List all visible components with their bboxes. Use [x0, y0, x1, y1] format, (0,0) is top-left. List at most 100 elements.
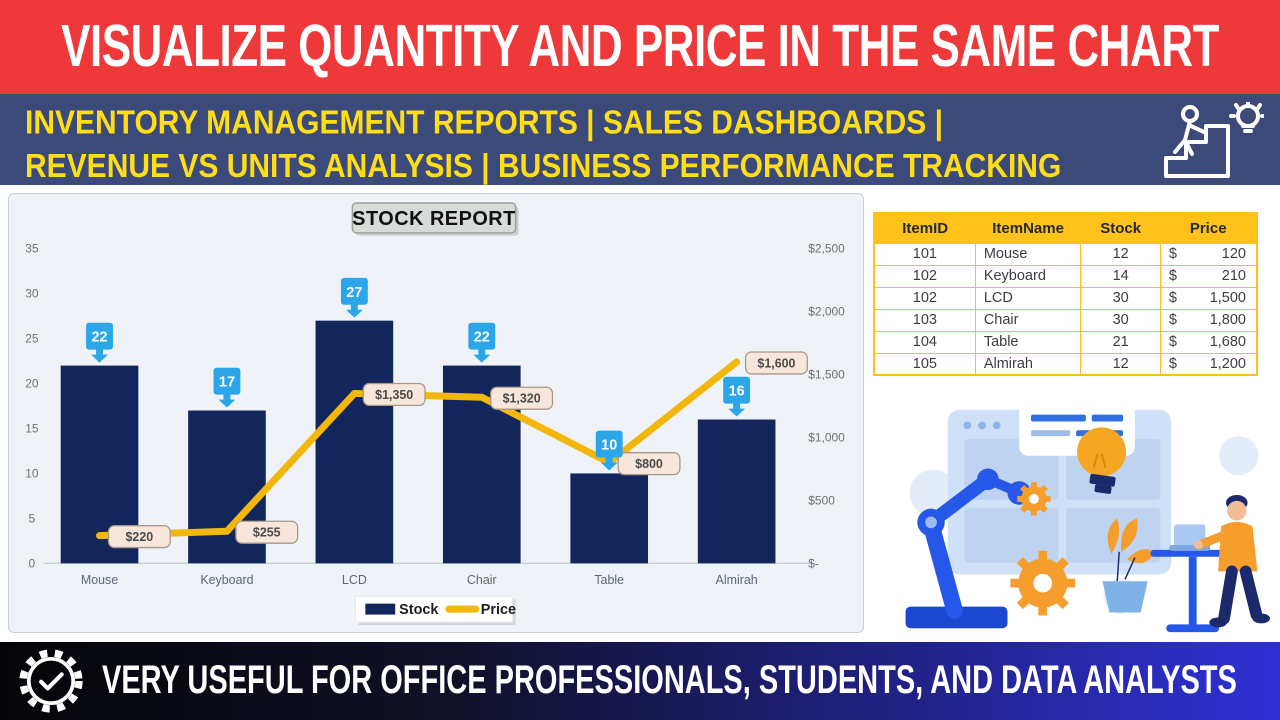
- svg-text:$2,500: $2,500: [808, 242, 845, 256]
- standing-desk-icon: [1150, 524, 1235, 633]
- svg-text:16: 16: [729, 384, 745, 400]
- cell-price: $1,500: [1159, 287, 1258, 310]
- svg-text:22: 22: [474, 330, 490, 346]
- currency-symbol: $: [1168, 268, 1177, 284]
- chart-card: 0 5 10 15 20 25 30 35 $- $500 $1,000 $1,500 $2,000 $2…: [8, 193, 864, 633]
- table-header-row: ItemID ItemName Stock Price: [874, 213, 1257, 244]
- price-value: 1,800: [1209, 312, 1246, 328]
- svg-text:Chair: Chair: [467, 573, 497, 587]
- cell-item-id: 102: [873, 287, 976, 310]
- gear-clock-check-icon: [19, 649, 83, 713]
- svg-text:27: 27: [346, 285, 362, 301]
- header-banner: VISUALIZE QUANTITY AND PRICE IN THE SAME…: [0, 0, 1280, 94]
- cell-item-name: LCD: [974, 287, 1082, 310]
- plant-icon: [1102, 518, 1155, 613]
- subtitle-text: INVENTORY MANAGEMENT REPORTS | SALES DAS…: [25, 101, 1061, 188]
- small-gear-icon: [1017, 482, 1051, 516]
- svg-text:Stock: Stock: [399, 602, 439, 618]
- col-header-itemid: ItemID: [874, 213, 976, 244]
- cell-item-name: Mouse: [974, 243, 1082, 266]
- svg-text:Table: Table: [594, 573, 624, 587]
- footer-banner: VERY USEFUL FOR OFFICE PROFESSIONALS, ST…: [0, 642, 1280, 720]
- price-value: 1,680: [1209, 334, 1246, 350]
- table-row: 103 Chair 30 $1,800: [873, 309, 1258, 332]
- svg-text:$1,500: $1,500: [808, 368, 845, 382]
- svg-text:$800: $800: [635, 457, 663, 471]
- stock-chart: 0 5 10 15 20 25 30 35 $- $500 $1,000 $1,500 $2,000 $2…: [25, 202, 845, 626]
- page-title: VISUALIZE QUANTITY AND PRICE IN THE SAME…: [61, 13, 1219, 80]
- price-value: 120: [1221, 246, 1246, 263]
- cell-item-name: Table: [974, 331, 1082, 354]
- price-value: 1,200: [1209, 355, 1246, 372]
- currency-symbol: $: [1168, 312, 1177, 328]
- svg-text:30: 30: [25, 287, 39, 301]
- stairs-growth-lightbulb-icon: [1164, 102, 1264, 178]
- table-row: 105 Almirah 12 $1,200: [873, 353, 1258, 376]
- price-value: 210: [1221, 268, 1246, 284]
- cell-item-name: Keyboard: [974, 265, 1082, 288]
- svg-text:17: 17: [219, 375, 235, 391]
- svg-text:$220: $220: [126, 530, 154, 544]
- currency-symbol: $: [1168, 334, 1177, 350]
- col-header-price: Price: [1160, 213, 1257, 244]
- cell-item-id: 104: [873, 331, 976, 354]
- lightbulb-icon: [1077, 427, 1127, 494]
- svg-text:10: 10: [601, 438, 617, 454]
- svg-text:25: 25: [25, 332, 39, 346]
- currency-symbol: $: [1168, 246, 1177, 263]
- svg-text:STOCK REPORT: STOCK REPORT: [352, 208, 516, 230]
- price-value: 1,500: [1209, 290, 1246, 306]
- cell-item-name: Chair: [974, 309, 1082, 332]
- currency-symbol: $: [1168, 290, 1177, 306]
- cell-item-id: 103: [873, 309, 976, 332]
- col-header-itemname: ItemName: [975, 213, 1081, 244]
- svg-text:Keyboard: Keyboard: [200, 573, 253, 587]
- cell-price: $120: [1159, 243, 1258, 266]
- svg-text:$2,000: $2,000: [808, 305, 845, 319]
- cell-stock: 14: [1080, 265, 1161, 288]
- table-row: 101 Mouse 12 $120: [873, 243, 1258, 266]
- cell-stock: 12: [1080, 353, 1161, 376]
- cell-item-name: Almirah: [974, 353, 1082, 376]
- svg-text:Mouse: Mouse: [81, 573, 118, 587]
- svg-text:Price: Price: [481, 602, 516, 618]
- subtitle-line-1: INVENTORY MANAGEMENT REPORTS | SALES DAS…: [25, 104, 943, 142]
- subtitle-banner: INVENTORY MANAGEMENT REPORTS | SALES DAS…: [0, 94, 1280, 185]
- table-row: 102 LCD 30 $1,500: [873, 287, 1258, 310]
- cell-price: $1,680: [1159, 331, 1258, 354]
- table-row: 102 Keyboard 14 $210: [873, 265, 1258, 288]
- main-content: 0 5 10 15 20 25 30 35 $- $500 $1,000 $1,500 $2,000 $2…: [0, 185, 1280, 642]
- svg-text:$500: $500: [808, 493, 835, 507]
- svg-text:LCD: LCD: [342, 573, 367, 587]
- svg-text:22: 22: [92, 330, 108, 346]
- cell-stock: 12: [1080, 243, 1161, 266]
- svg-text:15: 15: [25, 421, 39, 435]
- cell-price: $210: [1159, 265, 1258, 288]
- person-icon: [1194, 494, 1270, 628]
- svg-text:$1,000: $1,000: [808, 430, 845, 444]
- svg-text:$1,600: $1,600: [757, 356, 795, 370]
- cell-item-id: 101: [873, 243, 976, 266]
- col-header-stock: Stock: [1080, 213, 1161, 244]
- svg-text:Almirah: Almirah: [716, 573, 758, 587]
- footer-text: VERY USEFUL FOR OFFICE PROFESSIONALS, ST…: [102, 658, 1237, 703]
- svg-text:20: 20: [25, 377, 39, 391]
- cell-price: $1,200: [1159, 353, 1258, 376]
- svg-text:$255: $255: [253, 526, 281, 540]
- stock-table: ItemID ItemName Stock Price 101 Mouse 12…: [873, 212, 1258, 376]
- subtitle-line-2: REVENUE VS UNITS ANALYSIS | BUSINESS PER…: [25, 148, 1062, 185]
- cell-item-id: 105: [873, 353, 976, 376]
- cell-item-id: 102: [873, 265, 976, 288]
- cell-stock: 21: [1080, 331, 1161, 354]
- currency-symbol: $: [1168, 355, 1177, 372]
- svg-text:10: 10: [25, 466, 39, 480]
- svg-text:35: 35: [25, 242, 39, 256]
- cell-stock: 30: [1080, 309, 1161, 332]
- automation-illustration: [905, 400, 1270, 633]
- svg-text:$1,320: $1,320: [503, 392, 541, 406]
- svg-text:$1,350: $1,350: [375, 388, 413, 402]
- table-row: 104 Table 21 $1,680: [873, 331, 1258, 354]
- large-gear-icon: [1010, 550, 1076, 616]
- svg-text:0: 0: [29, 556, 36, 570]
